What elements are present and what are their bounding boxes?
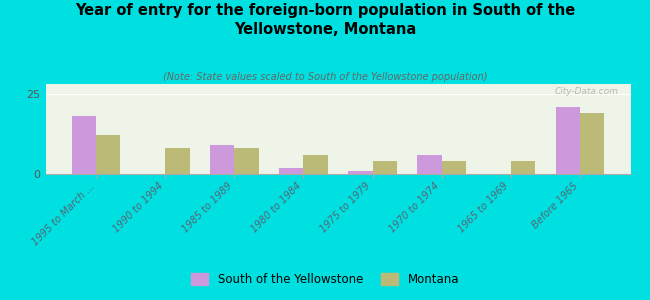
Text: Year of entry for the foreign-born population in South of the
Yellowstone, Monta: Year of entry for the foreign-born popul…: [75, 3, 575, 37]
Text: (Note: State values scaled to South of the Yellowstone population): (Note: State values scaled to South of t…: [162, 72, 488, 82]
Bar: [511, 161, 535, 174]
Bar: [280, 168, 304, 174]
Bar: [165, 148, 190, 174]
Bar: [417, 155, 441, 174]
Bar: [441, 161, 466, 174]
Legend: South of the Yellowstone, Montana: South of the Yellowstone, Montana: [186, 268, 464, 291]
Bar: [556, 106, 580, 174]
Bar: [235, 148, 259, 174]
Bar: [210, 145, 235, 174]
Bar: [72, 116, 96, 174]
Bar: [304, 155, 328, 174]
Bar: [372, 161, 396, 174]
Text: City-Data.com: City-Data.com: [555, 87, 619, 96]
Bar: [580, 113, 604, 174]
Bar: [348, 171, 372, 174]
Bar: [96, 135, 120, 174]
